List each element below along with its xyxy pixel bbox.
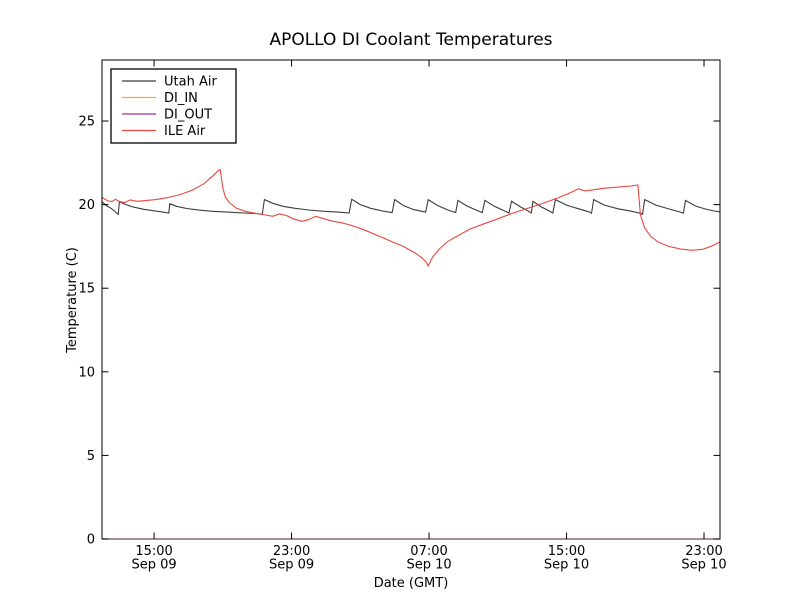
x-tick-date-label: Sep 09 — [131, 558, 176, 573]
x-tick-date-label: Sep 10 — [406, 558, 451, 573]
y-tick-label: 10 — [78, 365, 95, 380]
legend-item-di-in: DI_IN — [122, 91, 198, 106]
y-tick-label: 5 — [87, 449, 95, 464]
chart-title: APOLLO DI Coolant Temperatures — [269, 30, 552, 50]
legend-item-di-out: DI_OUT — [122, 108, 212, 123]
legend-item-utah-air: Utah Air — [122, 75, 217, 90]
legend-label-ile-air: ILE Air — [164, 124, 206, 139]
x-tick-date-label: Sep 10 — [544, 558, 589, 573]
x-tick-time-label: 15:00 — [548, 544, 585, 559]
series-line-utah-air — [102, 198, 720, 216]
series-line-ile-air — [102, 168, 720, 268]
legend-label-utah-air: Utah Air — [164, 75, 217, 90]
legend-label-di-out: DI_OUT — [164, 108, 212, 123]
x-tick-time-label: 07:00 — [410, 544, 447, 559]
y-tick-label: 0 — [87, 533, 95, 548]
y-tick-label: 25 — [78, 115, 95, 130]
x-tick-date-label: Sep 09 — [269, 558, 314, 573]
y-tick-label: 15 — [78, 282, 95, 297]
plot-series-layer — [102, 168, 720, 540]
y-axis-label: Temperature (C) — [65, 247, 80, 354]
x-tick-date-label: Sep 10 — [681, 558, 726, 573]
legend: Utah Air DI_IN DI_OUT ILE Air — [110, 68, 237, 144]
x-tick-time-label: 15:00 — [135, 544, 172, 559]
legend-label-di-in: DI_IN — [164, 91, 198, 106]
x-tick-time-label: 23:00 — [273, 544, 310, 559]
x-axis-label: Date (GMT) — [374, 576, 449, 591]
x-tick-time-label: 23:00 — [685, 544, 722, 559]
y-tick-label: 20 — [78, 198, 95, 213]
legend-item-ile-air: ILE Air — [122, 124, 206, 139]
